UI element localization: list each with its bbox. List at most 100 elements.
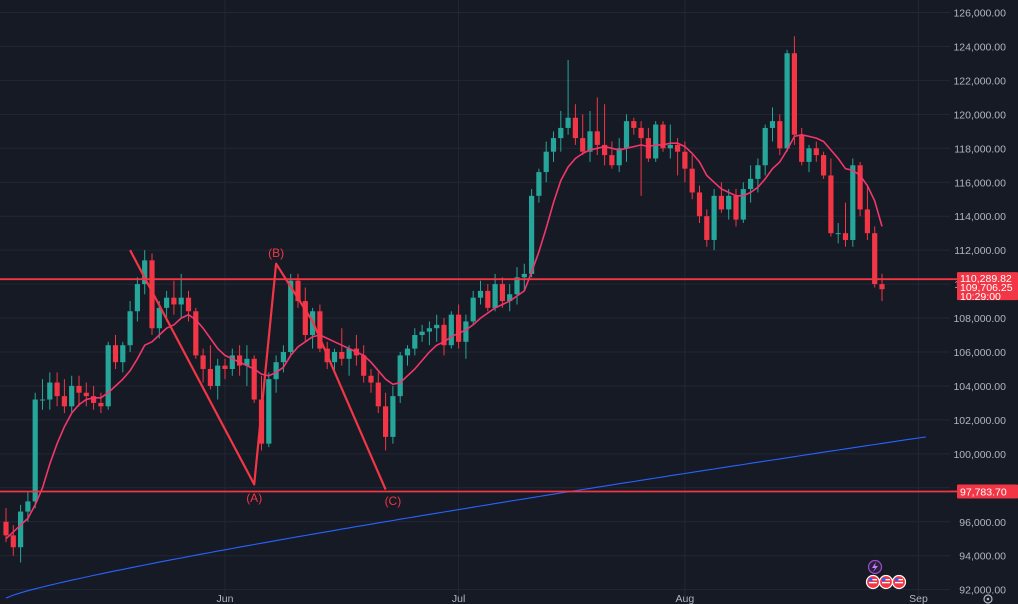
y-tick-label: 114,000.00	[954, 211, 1006, 223]
candle	[361, 345, 367, 383]
candles	[3, 36, 885, 563]
candle	[98, 392, 104, 414]
candle-body	[61, 396, 67, 407]
candle-body	[777, 121, 783, 149]
candle	[704, 209, 710, 247]
flag-stripe	[869, 579, 877, 581]
candle-body	[631, 121, 637, 128]
last-price: 109,706.25	[960, 282, 1013, 294]
candle	[448, 311, 454, 349]
candle-body	[696, 192, 703, 217]
candle	[61, 379, 67, 414]
y-tick-label: 126,000.00	[953, 8, 1006, 20]
candle	[390, 385, 396, 444]
candle-body	[879, 284, 885, 290]
candle-body	[529, 195, 535, 274]
flag-stripe	[869, 582, 877, 584]
candle	[375, 372, 381, 414]
candle-body	[769, 121, 776, 128]
candle	[383, 392, 389, 451]
settings-gear-icon[interactable]	[983, 594, 993, 604]
candle	[806, 144, 812, 173]
candle	[266, 372, 272, 448]
candle	[18, 504, 24, 563]
candle-body	[295, 280, 301, 302]
candle-body	[748, 178, 754, 190]
candle	[521, 263, 527, 291]
candle	[623, 114, 630, 162]
candle-body	[806, 148, 812, 162]
candle	[251, 355, 257, 403]
candle	[529, 189, 535, 278]
candle-body	[127, 311, 133, 346]
candle-body	[660, 124, 666, 149]
candle-body	[346, 348, 352, 359]
candle-body	[149, 260, 155, 329]
candle	[105, 341, 111, 410]
gear-hub	[986, 597, 990, 601]
flag-canton	[869, 578, 873, 581]
candle-body	[587, 131, 593, 152]
candle	[696, 185, 703, 223]
candle-body	[244, 358, 250, 366]
candle-body	[726, 195, 732, 210]
candle	[813, 141, 819, 162]
candle	[477, 280, 484, 305]
candle-body	[492, 284, 498, 308]
candle	[25, 491, 31, 522]
candle	[456, 304, 462, 349]
candle	[565, 60, 571, 135]
candle-body	[448, 314, 454, 346]
candle-body	[32, 399, 38, 502]
candle-body	[112, 345, 119, 363]
candle-body	[733, 195, 739, 220]
candle	[864, 185, 870, 240]
candle-body	[98, 402, 104, 407]
us-flag-event-icon[interactable]	[891, 574, 907, 590]
candle-body	[83, 392, 89, 397]
level-badge-lower	[957, 484, 1018, 499]
us-flag-event-icon[interactable]	[865, 574, 881, 590]
y-tick-label: 94,000.00	[959, 551, 1006, 563]
candle-body	[288, 280, 294, 352]
us-flag-event-icon[interactable]	[878, 574, 894, 590]
candle	[485, 284, 491, 312]
candle	[842, 202, 849, 247]
candle-body	[237, 355, 243, 366]
candle-body	[485, 290, 491, 308]
candle	[602, 104, 608, 166]
event-icons[interactable]	[865, 559, 907, 590]
candle-body	[178, 297, 184, 305]
candle-body	[536, 172, 542, 196]
candle-body	[507, 294, 513, 302]
candle-body	[331, 352, 338, 363]
y-tick-label: 102,000.00	[953, 415, 1006, 427]
candle	[580, 114, 586, 156]
candle-body	[463, 321, 469, 342]
candle-body	[91, 396, 97, 403]
candle	[171, 280, 177, 315]
candle	[543, 141, 549, 183]
candle-body	[842, 233, 849, 240]
level-badge-upper	[957, 272, 1018, 301]
candle-body	[193, 311, 199, 356]
candle	[550, 131, 557, 162]
candle	[10, 525, 16, 556]
candle	[645, 127, 651, 162]
candle	[222, 358, 228, 380]
candle-body	[828, 175, 834, 234]
candle-body	[667, 144, 673, 149]
candle-body	[222, 365, 228, 369]
long-ma-line	[5, 436, 926, 599]
candle-body	[550, 138, 557, 152]
lightning-event-icon[interactable]	[867, 559, 883, 575]
candle	[120, 341, 126, 373]
candle-body	[784, 53, 790, 149]
flag-stripe	[895, 582, 903, 584]
x-tick-label: Sep	[909, 593, 928, 604]
candle	[39, 379, 46, 410]
candle-body	[623, 121, 630, 149]
candle	[134, 277, 140, 322]
candle-body	[580, 138, 586, 152]
